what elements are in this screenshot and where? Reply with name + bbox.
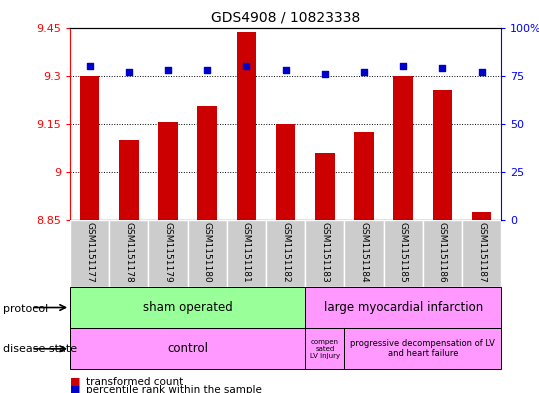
Text: protocol: protocol	[3, 303, 48, 314]
Text: GSM1151178: GSM1151178	[125, 222, 133, 283]
Bar	[472, 212, 492, 220]
Bar	[384, 220, 423, 287]
Text: ■: ■	[70, 385, 80, 393]
Bar	[237, 32, 256, 220]
Text: large myocardial infarction: large myocardial infarction	[323, 301, 483, 314]
Text: ■: ■	[70, 377, 80, 387]
Text: GSM1151182: GSM1151182	[281, 222, 290, 283]
Bar	[80, 75, 100, 220]
Text: GSM1151187: GSM1151187	[477, 222, 486, 283]
Bar	[354, 132, 374, 220]
Bar	[305, 328, 344, 369]
Text: progressive decompensation of LV
and heart failure: progressive decompensation of LV and hea…	[350, 339, 495, 358]
Bar	[266, 220, 305, 287]
Bar	[227, 220, 266, 287]
Text: control: control	[167, 342, 208, 355]
Text: percentile rank within the sample: percentile rank within the sample	[86, 385, 262, 393]
Bar	[344, 328, 501, 369]
Point	[164, 67, 172, 73]
Text: GSM1151183: GSM1151183	[320, 222, 329, 283]
Bar	[344, 220, 384, 287]
Bar	[148, 220, 188, 287]
Point	[85, 63, 94, 69]
Text: GSM1151184: GSM1151184	[360, 222, 369, 283]
Text: disease state: disease state	[3, 343, 77, 354]
Bar	[109, 220, 148, 287]
Point	[360, 69, 368, 75]
Text: GSM1151185: GSM1151185	[399, 222, 408, 283]
Text: sham operated: sham operated	[143, 301, 232, 314]
Text: GSM1151179: GSM1151179	[163, 222, 172, 283]
Bar	[305, 220, 344, 287]
Title: GDS4908 / 10823338: GDS4908 / 10823338	[211, 11, 360, 25]
Bar	[433, 90, 452, 220]
Bar	[70, 287, 305, 328]
Bar	[158, 122, 178, 220]
Text: GSM1151180: GSM1151180	[203, 222, 212, 283]
Bar	[70, 328, 305, 369]
Bar	[305, 287, 501, 328]
Point	[203, 67, 212, 73]
Point	[321, 71, 329, 77]
Text: GSM1151177: GSM1151177	[85, 222, 94, 283]
Bar	[119, 140, 139, 220]
Bar	[276, 124, 295, 220]
Bar	[70, 220, 109, 287]
Bar	[188, 220, 227, 287]
Bar	[197, 106, 217, 220]
Text: compen
sated
LV injury: compen sated LV injury	[310, 339, 340, 359]
Text: transformed count: transformed count	[86, 377, 183, 387]
Bar	[423, 220, 462, 287]
Text: GSM1151181: GSM1151181	[242, 222, 251, 283]
Bar	[393, 75, 413, 220]
Point	[399, 63, 407, 69]
Point	[242, 63, 251, 69]
Point	[478, 69, 486, 75]
Point	[281, 67, 290, 73]
Bar	[462, 220, 501, 287]
Bar	[315, 152, 335, 220]
Text: GSM1151186: GSM1151186	[438, 222, 447, 283]
Point	[125, 69, 133, 75]
Point	[438, 65, 447, 71]
